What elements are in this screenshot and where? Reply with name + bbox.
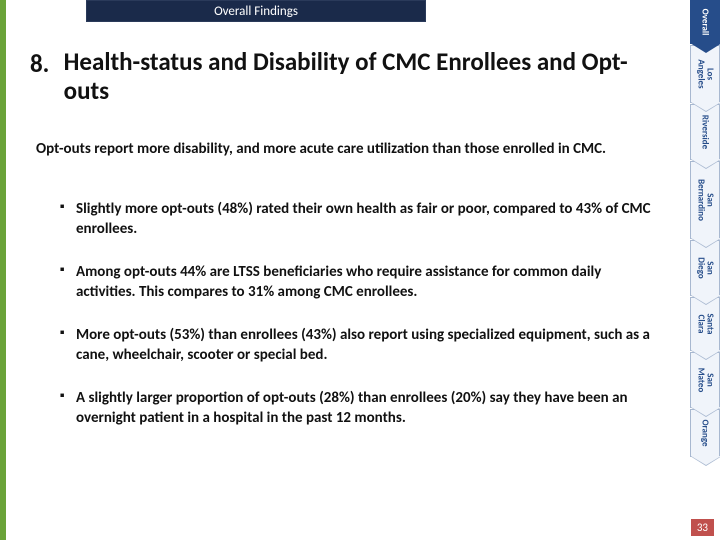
side-tab-los-angeles[interactable]: LosAngeles bbox=[690, 45, 720, 103]
slide-title: 8. Health-status and Disability of CMC E… bbox=[30, 48, 660, 106]
chevron-down-icon bbox=[691, 43, 720, 52]
side-tab-san-bernardino[interactable]: SanBernardino bbox=[690, 161, 720, 239]
side-tab-label: LosAngeles bbox=[696, 59, 715, 88]
chevron-down-icon bbox=[691, 456, 720, 465]
chevron-down-icon bbox=[691, 102, 720, 111]
chevron-down-icon bbox=[691, 407, 720, 416]
bullet-list: Slightly more opt-outs (48%) rated their… bbox=[60, 200, 658, 452]
chevron-down-icon bbox=[691, 159, 720, 168]
top-tab-label: Overall Findings bbox=[214, 4, 298, 19]
bullet-text: A slightly larger proportion of opt-outs… bbox=[76, 389, 628, 427]
bullet-text: Among opt-outs 44% are LTSS beneficiarie… bbox=[76, 263, 601, 301]
bullet-text: Slightly more opt-outs (48%) rated their… bbox=[76, 200, 651, 238]
side-tab-riverside[interactable]: Riverside bbox=[690, 104, 720, 160]
side-tab-label: SanMateo bbox=[696, 368, 715, 393]
intro-paragraph: Opt-outs report more disability, and mor… bbox=[36, 140, 660, 159]
bullet-item: Slightly more opt-outs (48%) rated their… bbox=[60, 200, 658, 239]
title-number: 8. bbox=[30, 48, 60, 79]
side-tab-label: SanBernardino bbox=[696, 179, 715, 221]
chevron-down-icon bbox=[691, 238, 720, 247]
title-text: Health-status and Disability of CMC Enro… bbox=[64, 48, 654, 106]
chevron-down-icon bbox=[691, 295, 720, 304]
side-tab-san-diego[interactable]: SanDiego bbox=[690, 240, 720, 296]
side-tab-label: Orange bbox=[700, 419, 709, 446]
slide: Overall Findings 8. Health-status and Di… bbox=[0, 0, 720, 540]
side-tab-label: SanDiego bbox=[696, 257, 715, 278]
side-tab-overall[interactable]: Overall bbox=[690, 0, 720, 44]
bullet-item: More opt-outs (53%) than enrollees (43%)… bbox=[60, 326, 658, 365]
side-tab-label: Overall bbox=[700, 9, 709, 36]
bullet-text: More opt-outs (53%) than enrollees (43%)… bbox=[76, 326, 650, 364]
side-tab-label: SantaClara bbox=[696, 314, 715, 335]
top-tab-overall-findings: Overall Findings bbox=[86, 0, 426, 22]
side-tab-san-mateo[interactable]: SanMateo bbox=[690, 352, 720, 408]
bullet-item: A slightly larger proportion of opt-outs… bbox=[60, 389, 658, 428]
page-number: 33 bbox=[691, 519, 714, 536]
bullet-item: Among opt-outs 44% are LTSS beneficiarie… bbox=[60, 263, 658, 302]
side-tab-santa-clara[interactable]: SantaClara bbox=[690, 297, 720, 351]
chevron-down-icon bbox=[691, 350, 720, 359]
side-tab-label: Riverside bbox=[700, 115, 709, 149]
